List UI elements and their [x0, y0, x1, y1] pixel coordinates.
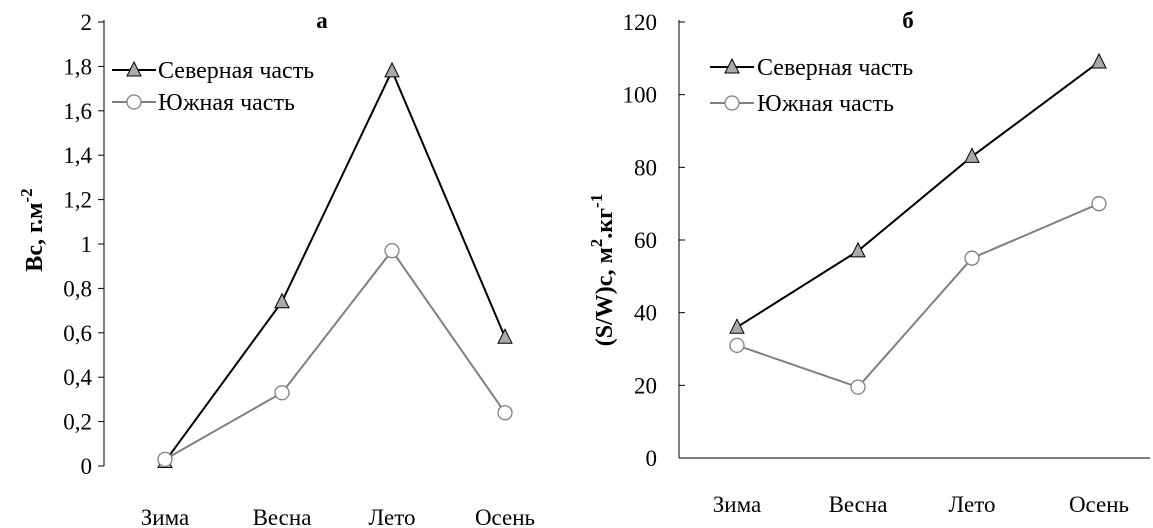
chart-a-series-line-north — [164, 68, 506, 463]
chart-a-data-point-north — [274, 292, 290, 309]
chart-a-y-axis-title: Bc, г.м-2 — [17, 188, 48, 271]
chart-a-legend-marker-south — [126, 94, 142, 110]
chart-a-x-tick-label: Весна — [253, 505, 312, 528]
chart-b-series — [729, 52, 1107, 395]
chart-a-y-tick-label: 1,6 — [63, 99, 92, 124]
chart-b-data-point-south — [964, 250, 980, 266]
chart-b-data-point-south — [1091, 196, 1107, 212]
svg-text:(S/W)c, м2.кг-1: (S/W)c, м2.кг-1 — [587, 194, 618, 346]
chart-a-data-point-north — [384, 61, 400, 78]
chart-a-data-point-south — [157, 451, 173, 467]
chart-a-x-tick-label: Зима — [141, 505, 189, 528]
chart-a-legend-label-north: Северная часть — [158, 58, 314, 84]
chart-b-y-tick-label: 80 — [634, 155, 657, 180]
chart-a-data-point-south — [384, 243, 400, 259]
chart-b-y-tick-label: 20 — [634, 373, 657, 398]
chart-a-x-tick-label: Лето — [369, 505, 416, 528]
chart-a-y-tick-label: 0 — [81, 454, 93, 479]
chart-b-legend-marker-north — [724, 57, 740, 74]
chart-b-y-tick-label: 60 — [634, 228, 657, 253]
chart-b-y-tick-label: 0 — [646, 446, 658, 471]
chart-b-data-point-north — [850, 241, 866, 258]
chart-a-series — [157, 61, 513, 469]
chart-b-legend: Северная часть Южная часть — [710, 55, 913, 117]
chart-a-x-tick-label: Осень — [475, 505, 535, 528]
chart-b-legend-marker-south — [724, 95, 740, 111]
chart-a-y-ticks: 0 0,2 0,4 0,6 0,8 1 1,2 1,4 1,6 1,8 2 — [63, 10, 104, 479]
chart-a-series-line-south — [164, 248, 506, 461]
chart-a-data-point-north — [497, 328, 513, 344]
chart-b-x-tick-label: Осень — [1069, 492, 1129, 517]
chart-a-data-point-south — [274, 385, 290, 401]
chart-b-data-point-north — [729, 318, 745, 334]
chart-a-ylabel-sup: -2 — [17, 188, 36, 202]
chart-a: а 0 0,2 0,4 0,6 0,8 1 1,2 1,4 1,6 1,8 2 Зима Весна Л… — [17, 8, 535, 528]
chart-b-series-line-north — [736, 61, 1100, 329]
chart-a-title: а — [316, 8, 328, 33]
chart-a-x-ticks: Зима Весна Лето Осень — [141, 505, 535, 528]
chart-b-ylabel-tail: .кг — [592, 208, 618, 239]
chart-b-data-point-north — [964, 147, 980, 163]
chart-a-y-tick-label: 2 — [81, 10, 93, 35]
chart-a-y-tick-label: 1,4 — [63, 143, 92, 168]
chart-b-ylabel-sup: 2 — [587, 239, 606, 248]
chart-a-y-tick-label: 0,2 — [63, 410, 92, 435]
chart-a-legend-marker-north — [126, 60, 142, 77]
chart-a-legend-label-south: Южная часть — [158, 90, 295, 116]
chart-b-y-axis-title: (S/W)c, м2.кг-1 — [587, 194, 618, 346]
svg-text:Bc, г.м-2: Bc, г.м-2 — [17, 188, 48, 271]
chart-b-y-ticks: 0 20 40 60 80 100 120 — [623, 10, 685, 471]
chart-b-x-tick-label: Лето — [949, 492, 996, 517]
chart-b-y-tick-label: 120 — [623, 10, 658, 35]
chart-a-ylabel: Bc, г.м — [22, 202, 48, 271]
chart-b-x-tick-label: Зима — [713, 492, 761, 517]
chart-a-y-tick-label: 1,8 — [63, 54, 92, 79]
chart-a-data-point-south — [497, 405, 513, 421]
chart-b-ylabel: (S/W)c, м — [592, 247, 618, 346]
chart-a-legend: Северная часть Южная часть — [112, 58, 314, 116]
chart-b-x-ticks: Зима Весна Лето Осень — [713, 492, 1129, 517]
chart-b-y-tick-label: 40 — [634, 301, 657, 326]
chart-b-y-tick-label: 100 — [623, 83, 658, 108]
chart-b-data-point-north — [1091, 52, 1107, 69]
chart-a-y-tick-label: 0,4 — [63, 365, 92, 390]
chart-b-x-tick-label: Весна — [829, 492, 888, 517]
chart-a-y-tick-label: 0,8 — [63, 276, 92, 301]
chart-b-legend-label-north: Северная часть — [757, 55, 913, 81]
chart-b-data-point-south — [850, 379, 866, 395]
chart-a-y-tick-label: 1,2 — [63, 188, 92, 213]
chart-b-series-line-south — [736, 202, 1100, 389]
chart-b-title: б — [902, 8, 914, 33]
chart-b-data-point-south — [729, 337, 745, 354]
chart-b: б 0 20 40 60 80 100 120 Зима Весна Лето Осень (S/… — [587, 8, 1150, 517]
chart-b-legend-label-south: Южная часть — [757, 91, 894, 117]
chart-b-ylabel-tail-sup: -1 — [587, 194, 606, 208]
chart-a-y-tick-label: 1 — [81, 232, 93, 257]
chart-a-y-tick-label: 0,6 — [63, 321, 92, 346]
